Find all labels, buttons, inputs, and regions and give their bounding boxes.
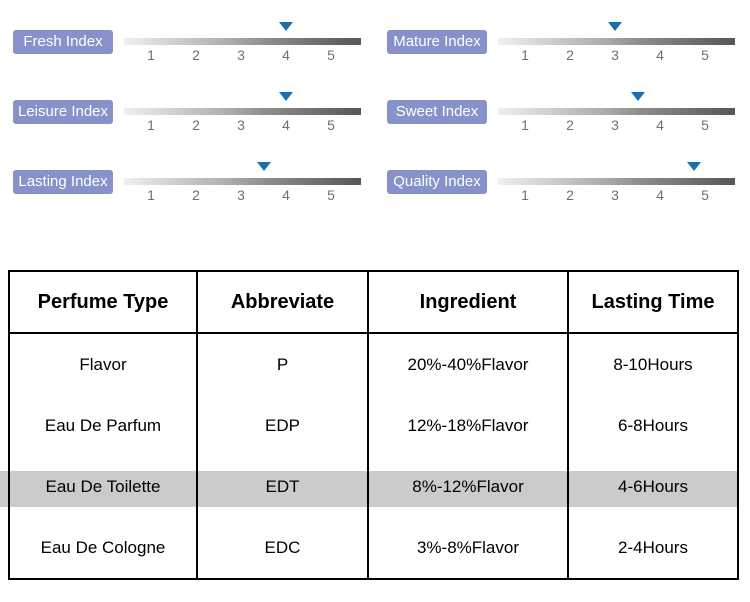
slider-track-sweet: 1 2 3 4 5 [498, 92, 735, 148]
tick-label: 5 [701, 117, 709, 133]
tick-label: 1 [521, 47, 529, 63]
cell-lasting-time: 2-4Hours [567, 517, 739, 579]
table-row: Eau De Toilette EDT 8%-12%Flavor 4-6Hour… [8, 456, 739, 517]
index-slider-sweet: Sweet Index 1 2 3 4 5 [387, 92, 735, 148]
tick-label: 2 [192, 187, 200, 203]
cell-ingredient: 8%-12%Flavor [367, 456, 569, 517]
slider-marker-icon [256, 162, 271, 171]
column-header-ingredient: Ingredient [367, 271, 569, 334]
gradient-scale-bar [498, 38, 735, 45]
slider-track-mature: 1 2 3 4 5 [498, 22, 735, 78]
tick-label: 1 [147, 47, 155, 63]
slider-marker-icon [608, 22, 622, 31]
cell-lasting-time: 6-8Hours [567, 395, 739, 456]
tick-label: 4 [282, 117, 290, 133]
tick-label: 2 [566, 187, 574, 203]
tick-label: 3 [237, 117, 245, 133]
gradient-scale-bar [124, 108, 361, 115]
slider-track-leisure: 1 2 3 4 5 [124, 92, 361, 148]
table-header-row: Perfume Type Abbreviate Ingredient Lasti… [8, 271, 739, 334]
index-label-quality: Quality Index [387, 170, 487, 194]
gradient-scale-bar [498, 178, 735, 185]
index-label-sweet: Sweet Index [387, 100, 487, 124]
table-row: Flavor P 20%-40%Flavor 8-10Hours [8, 333, 739, 395]
cell-perfume-type: Eau De Parfum [8, 395, 198, 456]
cell-ingredient: 20%-40%Flavor [367, 333, 569, 395]
tick-label: 3 [237, 187, 245, 203]
tick-label: 1 [521, 117, 529, 133]
tick-label: 2 [566, 47, 574, 63]
cell-abbreviate: EDC [196, 517, 369, 579]
tick-label: 4 [656, 47, 664, 63]
tick-label: 5 [327, 47, 335, 63]
index-slider-fresh: Fresh Index 1 2 3 4 5 [13, 22, 361, 78]
cell-lasting-time: 8-10Hours [567, 333, 739, 395]
slider-track-lasting: 1 2 3 4 5 [124, 162, 361, 218]
slider-track-fresh: 1 2 3 4 5 [124, 22, 361, 78]
tick-label: 3 [611, 47, 619, 63]
tick-label: 3 [237, 47, 245, 63]
tick-label: 4 [656, 117, 664, 133]
cell-abbreviate: EDT [196, 456, 369, 517]
tick-label: 4 [656, 187, 664, 203]
perfume-type-table: Perfume Type Abbreviate Ingredient Lasti… [8, 270, 739, 580]
cell-abbreviate: EDP [196, 395, 369, 456]
index-slider-mature: Mature Index 1 2 3 4 5 [387, 22, 735, 78]
tick-label: 1 [147, 117, 155, 133]
tick-label: 2 [566, 117, 574, 133]
slider-marker-icon [630, 92, 645, 101]
tick-label: 5 [327, 117, 335, 133]
slider-marker-icon [279, 22, 293, 31]
tick-label: 2 [192, 117, 200, 133]
tick-label: 4 [282, 187, 290, 203]
tick-label: 1 [147, 187, 155, 203]
cell-perfume-type: Flavor [8, 333, 198, 395]
cell-lasting-time: 4-6Hours [567, 456, 739, 517]
cell-abbreviate: P [196, 333, 369, 395]
index-label-mature: Mature Index [387, 30, 487, 54]
column-header-abbreviate: Abbreviate [196, 271, 369, 334]
index-slider-leisure: Leisure Index 1 2 3 4 5 [13, 92, 361, 148]
index-slider-lasting: Lasting Index 1 2 3 4 5 [13, 162, 361, 218]
column-header-perfume-type: Perfume Type [8, 271, 198, 334]
tick-label: 5 [327, 187, 335, 203]
slider-marker-icon [279, 92, 293, 101]
slider-track-quality: 1 2 3 4 5 [498, 162, 735, 218]
tick-label: 3 [611, 187, 619, 203]
cell-ingredient: 12%-18%Flavor [367, 395, 569, 456]
index-label-fresh: Fresh Index [13, 30, 113, 54]
tick-label: 1 [521, 187, 529, 203]
column-header-lasting-time: Lasting Time [567, 271, 739, 334]
tick-label: 5 [701, 187, 709, 203]
tick-label: 4 [282, 47, 290, 63]
cell-perfume-type: Eau De Toilette [8, 456, 198, 517]
tick-label: 3 [611, 117, 619, 133]
table-row: Eau De Cologne EDC 3%-8%Flavor 2-4Hours [8, 517, 739, 579]
slider-marker-icon [686, 162, 701, 171]
tick-label: 5 [701, 47, 709, 63]
index-label-leisure: Leisure Index [13, 100, 113, 124]
gradient-scale-bar [124, 178, 361, 185]
cell-ingredient: 3%-8%Flavor [367, 517, 569, 579]
tick-label: 2 [192, 47, 200, 63]
gradient-scale-bar [124, 38, 361, 45]
table-row: Eau De Parfum EDP 12%-18%Flavor 6-8Hours [8, 395, 739, 456]
index-label-lasting: Lasting Index [13, 170, 113, 194]
cell-perfume-type: Eau De Cologne [8, 517, 198, 579]
index-slider-quality: Quality Index 1 2 3 4 5 [387, 162, 735, 218]
gradient-scale-bar [498, 108, 735, 115]
